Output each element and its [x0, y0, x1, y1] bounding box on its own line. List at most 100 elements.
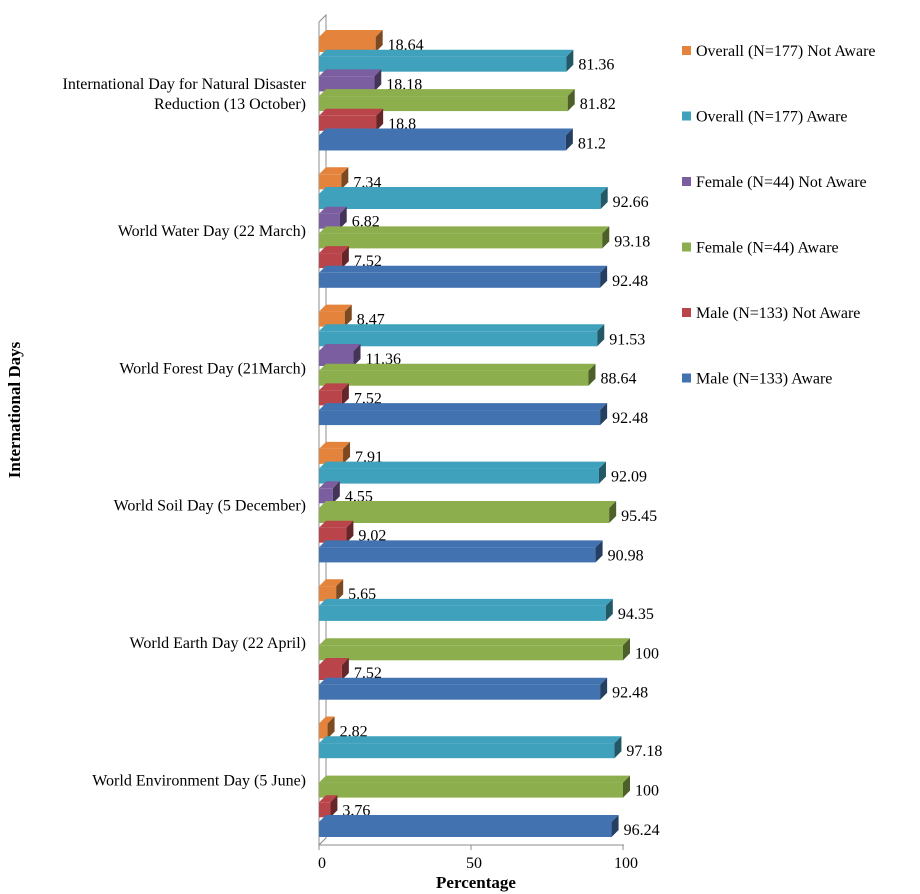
bar-front	[319, 37, 376, 52]
bar-top	[319, 441, 351, 449]
bar-1-1: 92.66	[319, 187, 649, 211]
bar-3-5: 100	[319, 775, 659, 800]
data-label: 91.53	[609, 331, 645, 348]
bar-side	[597, 324, 605, 347]
bar-front	[319, 194, 601, 209]
bar-side	[343, 441, 351, 464]
bar-5-3: 90.98	[319, 540, 644, 564]
legend-swatch	[682, 373, 691, 383]
category-labels: International Day for Natural Disaster Re…	[63, 76, 307, 790]
bar-front	[319, 174, 342, 190]
bar-side	[336, 579, 344, 602]
bar-side	[376, 108, 384, 131]
bar-side	[609, 501, 617, 523]
legend-item: Female (N=44) Not Aware	[682, 174, 867, 191]
legend-swatch	[682, 111, 691, 121]
bar-side	[611, 815, 619, 837]
bar-front	[319, 311, 345, 327]
bar-front	[319, 56, 567, 72]
bar-front	[319, 253, 342, 269]
bar-front	[319, 782, 623, 798]
bar-side	[565, 128, 573, 151]
bar-side	[344, 304, 352, 327]
bar-top	[319, 265, 608, 273]
legend-swatch	[682, 177, 691, 186]
bar-side	[567, 89, 575, 112]
bar-top	[319, 383, 349, 391]
bar-front	[319, 213, 340, 229]
bar-side	[602, 226, 610, 249]
data-label: 100	[635, 645, 659, 662]
category-label: World Water Day (22 March)	[118, 223, 306, 240]
bar-side	[614, 736, 622, 759]
bar-side	[341, 658, 349, 680]
bar-5-5: 96.24	[319, 815, 660, 839]
data-label: 92.48	[612, 410, 648, 427]
bar-front	[319, 76, 375, 92]
bar-top	[319, 598, 613, 606]
bar-side	[374, 69, 382, 92]
legend-label: Overall (N=177) Not Aware	[696, 43, 876, 60]
data-label: 90.98	[608, 547, 644, 564]
legend-swatch	[682, 308, 691, 317]
bar-side	[605, 598, 613, 621]
legend-item: Overall (N=177) Not Aware	[682, 43, 876, 60]
x-tick-label: 100	[614, 855, 638, 872]
bar-front	[319, 135, 566, 151]
legend-label: Overall (N=177) Aware	[696, 109, 848, 126]
category-label: World Earth Day (22 April)	[130, 635, 306, 652]
bar-top	[319, 108, 384, 116]
bar-top	[319, 167, 349, 175]
data-label: 81.36	[578, 57, 614, 74]
bar-side	[346, 520, 354, 543]
bar-side	[332, 481, 340, 504]
bar-side	[330, 795, 338, 818]
legend-label: Female (N=44) Not Aware	[696, 174, 867, 191]
bar-4-0: 18.8	[319, 108, 416, 133]
bar-front	[319, 822, 612, 837]
bar-1-5: 97.18	[319, 736, 662, 760]
data-label: 81.2	[578, 136, 606, 153]
bar-front	[319, 96, 568, 112]
bar-5-2: 92.48	[319, 403, 648, 427]
bar-top	[319, 69, 382, 77]
bar-top	[319, 501, 617, 508]
data-label: 81.82	[580, 96, 616, 113]
bar-3-2: 88.64	[319, 363, 636, 388]
bar-top	[319, 461, 606, 469]
bar-side	[598, 461, 606, 484]
bar-5-1: 92.48	[319, 265, 648, 290]
bar-top	[319, 481, 340, 489]
bar-front	[319, 370, 589, 386]
data-label: 92.66	[613, 194, 649, 211]
category-label: International Day for Natural Disaster	[63, 76, 307, 93]
bar-1-0: 81.36	[319, 49, 614, 74]
data-label: 93.18	[614, 233, 650, 250]
bar-front	[319, 115, 377, 131]
bar-front	[319, 508, 610, 523]
data-label: 92.48	[612, 685, 648, 702]
x-tick-label: 50	[466, 855, 482, 872]
legend-label: Male (N=133) Not Aware	[696, 305, 860, 322]
bars: 18.6481.3618.1881.8218.881.27.3492.666.8…	[319, 30, 662, 839]
bar-side	[588, 363, 596, 386]
x-axis-title: Percentage	[436, 873, 516, 892]
bar-top	[319, 363, 596, 371]
data-label: 88.64	[600, 371, 636, 388]
bar-front	[319, 684, 601, 700]
bar-side	[623, 638, 630, 661]
bar-front	[319, 802, 331, 818]
bar-side	[600, 265, 608, 288]
legend-swatch	[682, 242, 691, 252]
y-axis-title: International Days	[5, 341, 24, 478]
bar-top	[319, 403, 608, 411]
bar-5-0: 81.2	[319, 128, 606, 153]
x-tick-label: 0	[318, 855, 326, 872]
data-label: 96.24	[624, 822, 660, 839]
legend-swatch	[682, 46, 691, 55]
legend-item: Female (N=44) Aware	[682, 240, 839, 257]
bar-3-4: 100	[319, 638, 659, 662]
bar-front	[319, 547, 596, 563]
bar-front	[319, 527, 347, 543]
bar-top	[319, 128, 573, 136]
